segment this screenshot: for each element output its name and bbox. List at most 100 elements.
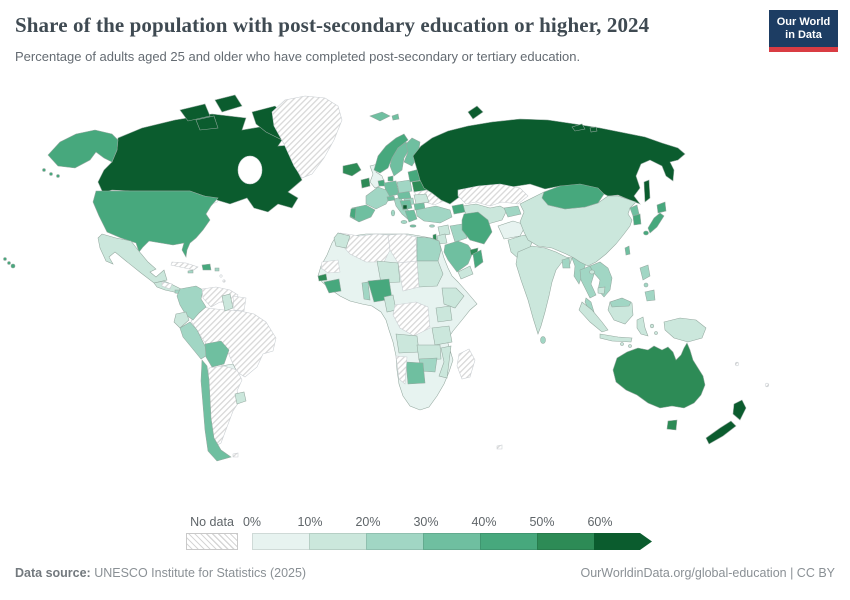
country-canada-islands[interactable] [214, 94, 243, 113]
country-north-macedonia[interactable] [402, 204, 408, 210]
country-dominican-republic[interactable] [201, 263, 212, 271]
country-hawaii[interactable] [10, 263, 16, 269]
country-south-korea[interactable] [632, 213, 642, 226]
malaysia-borneo[interactable] [609, 297, 632, 308]
country-kazakhstan[interactable] [457, 183, 529, 207]
country-japan-honshu[interactable] [647, 212, 665, 234]
country-switzerland[interactable] [386, 195, 396, 202]
country-niger[interactable] [376, 260, 401, 284]
country-yemen[interactable] [457, 265, 474, 280]
country-colombia[interactable] [176, 285, 207, 321]
country-iceland[interactable] [342, 162, 362, 177]
country-western-sahara[interactable] [320, 259, 341, 274]
country-mozambique[interactable] [438, 345, 452, 379]
lesser-antilles[interactable] [222, 279, 226, 283]
country-cambodia[interactable] [597, 286, 606, 295]
country-hawaii[interactable] [3, 257, 7, 261]
region-caucasus[interactable] [451, 203, 466, 215]
country-greenland[interactable] [271, 95, 343, 179]
country-canada-islands[interactable] [179, 103, 211, 122]
svalbard[interactable] [369, 111, 391, 122]
country-jamaica[interactable] [187, 269, 194, 274]
country-guyana[interactable] [221, 293, 234, 312]
region-kyrgyzstan-tajikistan[interactable] [503, 205, 522, 218]
country-ireland[interactable] [360, 177, 371, 189]
country-ethiopia[interactable] [441, 287, 465, 309]
country-new-zealand-north[interactable] [732, 399, 747, 421]
hainan[interactable] [589, 269, 595, 275]
crete[interactable] [409, 224, 417, 228]
country-senegal[interactable] [317, 273, 328, 282]
legend-bin-40-50%[interactable] [480, 533, 538, 550]
country-australia[interactable] [612, 342, 706, 409]
falkland-islands[interactable] [232, 452, 239, 458]
country-romania[interactable] [413, 193, 430, 205]
legend-bin-20-30%[interactable] [366, 533, 424, 550]
lesser-sunda[interactable] [628, 344, 632, 348]
country-philippines-mindanao[interactable] [644, 289, 656, 302]
country-zambia[interactable] [416, 344, 442, 361]
legend-bin-0-10%[interactable] [252, 533, 310, 550]
country-france[interactable] [365, 186, 391, 210]
new-guinea[interactable] [663, 317, 707, 343]
country-honduras[interactable] [161, 281, 173, 290]
sicily[interactable] [400, 220, 408, 224]
lesser-sunda[interactable] [620, 342, 624, 346]
no-data-swatch[interactable] [186, 533, 238, 550]
country-namibia[interactable] [395, 355, 408, 385]
country-syria[interactable] [437, 224, 451, 237]
moluccas[interactable] [654, 331, 658, 335]
country-alaska[interactable] [47, 129, 119, 169]
lesser-antilles[interactable] [219, 274, 223, 278]
country-guinea[interactable] [323, 278, 342, 294]
region-laos-vietnam[interactable] [589, 261, 613, 298]
country-madagascar[interactable] [456, 348, 476, 380]
country-suriname[interactable] [232, 295, 247, 312]
tasmania[interactable] [666, 419, 678, 431]
country-india[interactable] [515, 245, 573, 335]
country-morocco[interactable] [333, 232, 351, 249]
country-bangladesh[interactable] [561, 257, 571, 269]
legend-bin-30-40%[interactable] [423, 533, 481, 550]
owid-logo[interactable]: Our World in Data [769, 10, 838, 52]
country-botswana[interactable] [405, 361, 426, 385]
arctic-islands[interactable] [571, 123, 586, 132]
country-cyprus[interactable] [429, 224, 435, 228]
country-drc[interactable] [392, 301, 431, 337]
country-new-zealand-south[interactable] [705, 420, 737, 445]
footer-link[interactable]: OurWorldinData.org/global-education | CC… [580, 566, 835, 580]
country-benin[interactable] [361, 281, 371, 301]
country-mongolia[interactable] [541, 183, 605, 210]
country-uruguay[interactable] [234, 391, 247, 405]
country-chile[interactable] [200, 359, 232, 462]
pacific-islands[interactable] [764, 382, 770, 388]
sumatra[interactable] [578, 301, 609, 333]
country-usa[interactable] [92, 190, 219, 258]
country-philippines-visayas[interactable] [643, 282, 649, 288]
moluccas[interactable] [649, 323, 655, 329]
country-saudi-arabia[interactable] [443, 240, 474, 273]
country-portugal[interactable] [349, 207, 357, 220]
legend-bin-60%+[interactable] [594, 533, 652, 550]
country-sweden[interactable] [389, 141, 411, 177]
country-ecuador[interactable] [173, 311, 190, 329]
country-algeria[interactable] [339, 232, 391, 263]
country-canada-victoria[interactable] [195, 115, 219, 131]
country-chad[interactable] [397, 260, 420, 292]
country-denmark[interactable] [387, 175, 394, 182]
country-bolivia[interactable] [204, 340, 230, 368]
country-cuba[interactable] [170, 261, 199, 271]
legend-bin-50-60%[interactable] [537, 533, 595, 550]
country-china[interactable] [519, 191, 637, 267]
country-puerto-rico[interactable] [214, 267, 220, 272]
pacific-islands[interactable] [734, 361, 740, 367]
legend-bin-10-20%[interactable] [309, 533, 367, 550]
country-spain[interactable] [349, 204, 376, 223]
arctic-islands[interactable] [589, 126, 598, 133]
country-brazil[interactable] [190, 306, 277, 378]
country-afghanistan[interactable] [497, 220, 527, 240]
country-egypt[interactable] [416, 236, 442, 262]
sulawesi[interactable] [636, 316, 649, 337]
country-japan-hokkaido[interactable] [656, 201, 667, 214]
region-kenya-uganda[interactable] [435, 305, 453, 323]
